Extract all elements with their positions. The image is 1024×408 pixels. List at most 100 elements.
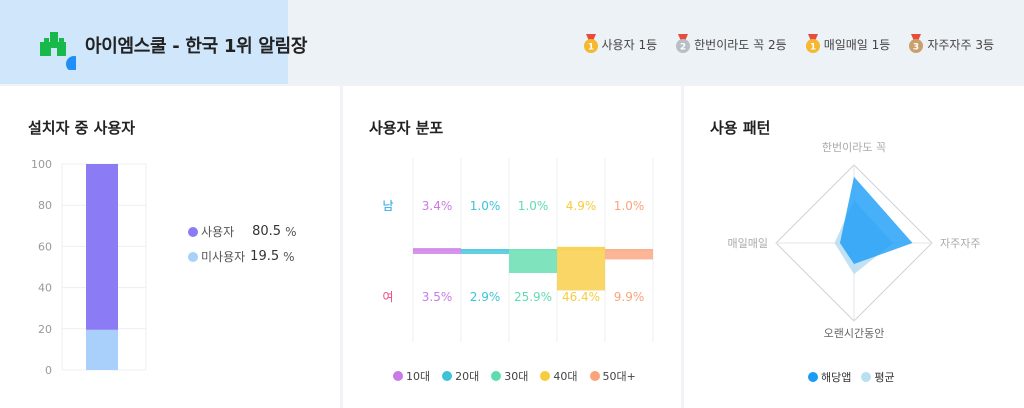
male-value-label: 3.4% [422,199,453,213]
legend-dot [861,372,872,382]
bar-non-user[interactable] [86,329,118,370]
legend-label: 10대 [406,370,431,383]
medal-rank: 1 [810,43,816,53]
radar-legend: 해당앱 평균 [808,369,895,385]
legend-label: 20대 [455,370,480,383]
legend-item-average: 평균 [861,369,895,385]
medal-label: 사용자 1등 [601,37,658,52]
user-distribution-panel: 사용자 분포 남 여 3.4% 3.5% 1.0% 2.9% 1.0% 25.9% 4.9% 46… [343,86,681,408]
legend-label: 해당앱 [821,371,852,384]
medal-label: 매일매일 1등 [823,37,891,52]
y-tick-label: 40 [38,282,52,295]
header-bar: 아이엠스쿨 - 한국 1위 알림장 1 사용자 1등 2 한번이라도 꼭 2등 1 매일매… [0,0,1024,84]
legend-label: 평균 [874,371,895,384]
legend-dot [442,371,453,381]
legend-item-user: 사용자 80.5 % [188,223,296,240]
female-bar[interactable] [605,251,653,260]
panel-title: 설치자 중 사용자 [28,119,136,137]
distribution-chart: 남여 3.4% 3.5% 1.0% 2.9% 1.0% 25.9% 4.9% 46.4% 1.0%… [382,158,654,342]
legend-label: 40대 [553,370,578,383]
radar-axis-label: 자주자주 [940,237,980,250]
medal-disc [676,39,691,53]
male-bar[interactable] [605,249,653,251]
school-logo-icon [40,32,76,70]
legend-item-3: 40대 [540,368,578,384]
installer-bar-chart: 0 20 40 60 80 100 [31,158,147,377]
medal-ribbon [585,34,596,41]
legend-dot-user [188,226,198,237]
male-bar[interactable] [413,248,461,251]
legend-value: 80.5 [252,224,282,239]
legend-item-0: 10대 [393,368,430,384]
medal-disc [909,39,924,53]
medal-label: 자주자주 3등 [927,37,994,52]
legend-label: 사용자 [201,225,235,239]
female-bar[interactable] [509,251,557,274]
radar-axis-label: 한번이라도 꼭 [822,141,886,154]
female-bar[interactable] [557,251,605,291]
legend-item-1: 20대 [442,368,479,384]
male-bar[interactable] [461,249,509,251]
medal-3: 1 매일매일 1등 [805,34,891,54]
y-tick-label: 100 [31,158,52,171]
male-value-label: 4.9% [566,199,597,213]
legend-unit: % [285,224,297,239]
medal-list: 1 사용자 1등 2 한번이라도 꼭 2등 1 매일매일 1등 3 자주자주 3등 [583,34,994,54]
medal-icon: 1 [583,34,598,53]
bar-user[interactable] [86,164,118,330]
legend-item-4: 50대+ [589,368,636,384]
female-bar[interactable] [461,251,509,254]
female-value-label: 3.5% [422,290,453,304]
medal-icon: 1 [805,34,820,53]
medal-rank: 2 [680,43,686,53]
medal-rank: 1 [587,43,593,53]
female-label: 여 [382,290,393,304]
radar-series-this-app[interactable] [839,176,913,265]
male-label: 남 [382,199,393,213]
medal-ribbon [678,34,689,41]
legend-dot [491,371,502,381]
medal-disc [805,39,820,53]
y-tick-label: 60 [38,240,52,253]
legend-dot-nonuser [188,251,198,262]
radar-axis-label: 매일매일 [728,236,768,250]
medal-icon: 2 [676,34,691,53]
female-value-label: 9.9% [614,290,645,304]
legend-label: 50대+ [602,370,636,383]
y-tick-label: 20 [38,323,52,336]
installer-user-panel: 설치자 중 사용자 0 20 40 60 80 100 사용자 80.5 % 미사용자 1… [0,86,340,408]
medal-ribbon [807,34,818,41]
legend-dot [393,371,403,381]
medal-4: 3 자주자주 3등 [908,34,994,54]
medal-icon: 3 [909,34,924,53]
medal-2: 2 한번이라도 꼭 2등 [675,34,787,54]
app-title: 아이엠스쿨 - 한국 1위 알림장 [85,36,308,57]
legend-item-2: 30대 [491,368,528,384]
legend-label: 미사용자 [201,250,246,264]
legend-label: 30대 [504,370,529,383]
medal-rank: 3 [913,43,919,53]
male-value-label: 1.0% [614,199,645,213]
panel-title: 사용자 분포 [369,119,444,137]
male-value-label: 1.0% [518,199,549,213]
female-bar[interactable] [413,251,461,254]
medal-ribbon [911,34,922,41]
female-value-label: 46.4% [562,290,600,304]
male-bar[interactable] [557,246,605,251]
legend-dot [808,372,818,382]
legend-item-nonuser: 미사용자 19.5 % [188,248,295,265]
distribution-legend: 10대 20대 30대 40대 50대+ [393,368,636,384]
legend-dot [540,371,551,381]
radar-axis-label: 오랜시간동안 [824,327,885,340]
legend-dot [589,371,600,381]
female-value-label: 25.9% [514,290,552,304]
panel-title: 사용 패턴 [710,119,771,137]
legend-item-this-app: 해당앱 [808,369,851,385]
y-tick-label: 0 [45,364,52,377]
y-tick-label: 80 [38,199,52,212]
medal-label: 한번이라도 꼭 2등 [694,37,787,52]
medal-1: 1 사용자 1등 [583,34,658,54]
male-bar[interactable] [509,249,557,251]
